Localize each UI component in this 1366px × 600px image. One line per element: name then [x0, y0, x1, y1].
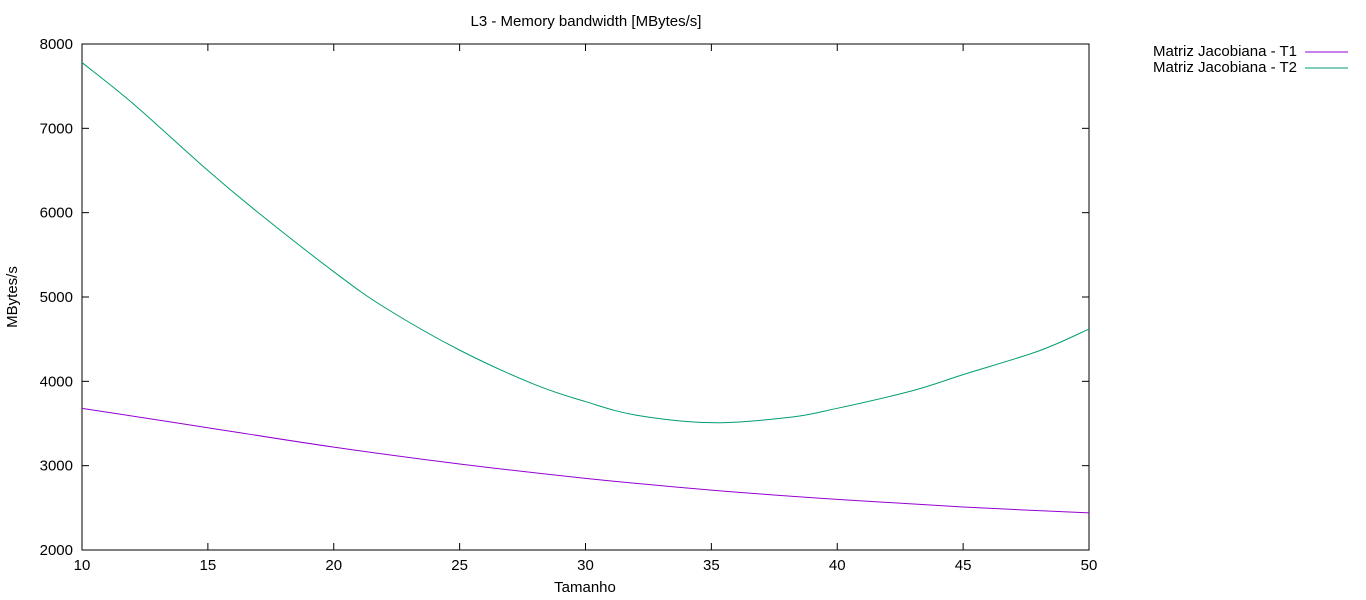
series-line-t1	[81, 407, 1090, 514]
y-tick-label: 7000	[40, 120, 73, 137]
x-axis: 10 15 20 25 30 35 40 45 50	[74, 44, 1098, 574]
x-tick-label: 20	[325, 557, 342, 574]
y-axis: 2000 3000 4000 5000 6000 7000 8000	[40, 36, 1089, 559]
x-tick-label: 25	[451, 557, 468, 574]
y-tick-label: 8000	[40, 36, 73, 53]
x-tick-label: 50	[1081, 557, 1098, 574]
series-lines	[81, 62, 1090, 514]
x-tick-label: 35	[703, 557, 720, 574]
plot-area	[81, 43, 1090, 551]
chart-title: L3 - Memory bandwidth [MBytes/s]	[471, 13, 702, 30]
x-tick-label: 10	[74, 557, 91, 574]
x-tick-label: 45	[955, 557, 972, 574]
y-tick-label: 5000	[40, 289, 73, 306]
x-tick-label: 30	[577, 557, 594, 574]
x-axis-label: Tamanho	[554, 579, 616, 596]
x-tick-label: 15	[200, 557, 217, 574]
legend-label: Matriz Jacobiana - T2	[1153, 59, 1297, 76]
x-tick-label: 40	[829, 557, 846, 574]
y-tick-label: 4000	[40, 373, 73, 390]
legend-label: Matriz Jacobiana - T1	[1153, 43, 1297, 60]
plot-frame	[81, 43, 1090, 551]
y-tick-label: 2000	[40, 542, 73, 559]
series-line-t2	[81, 62, 1090, 424]
y-tick-label: 6000	[40, 205, 73, 222]
y-tick-label: 3000	[40, 458, 73, 475]
y-axis-label: MBytes/s	[4, 266, 21, 328]
